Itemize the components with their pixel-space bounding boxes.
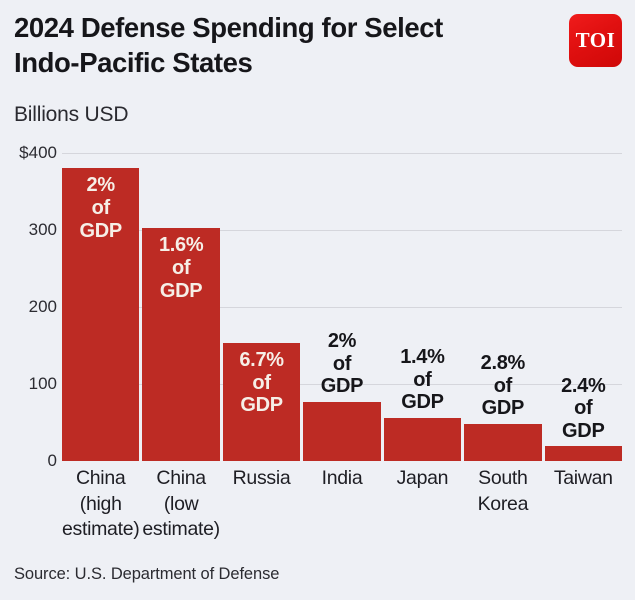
x-axis-category-label: India	[321, 467, 363, 489]
y-tick-label-0: 0	[47, 451, 57, 470]
page-title: 2024 Defense Spending for Select Indo-Pa…	[14, 12, 443, 78]
y-tick-label-300: 300	[28, 220, 57, 239]
bar[interactable]	[303, 401, 381, 461]
bar-series: 2% of GDP 1.6% of GDP 6.7% of GDP 2% of GDP…	[0, 140, 635, 470]
x-axis-category-label: Taiwan	[553, 467, 613, 489]
toi-logo-text: TOI	[575, 28, 616, 52]
x-axis-category-label: South Korea	[477, 467, 529, 515]
source-note: Source: U.S. Department of Defense	[14, 565, 280, 583]
bar-value-label: 2% of GDP	[320, 329, 364, 398]
x-axis-category-label: Japan	[396, 467, 449, 489]
chart-plot-area: 0 100 200 300 $400 2% of GDP 1.6% of GDP 6.7% …	[0, 140, 635, 470]
chart-header: 2024 Defense Spending for Select Indo-Pa…	[0, 0, 635, 96]
bar[interactable]	[383, 417, 462, 461]
bar[interactable]	[62, 168, 140, 461]
bar-group[interactable]: 2.8% of GDP	[464, 140, 542, 461]
gridline-400	[62, 153, 622, 154]
bar[interactable]	[142, 228, 220, 461]
bar-group[interactable]: 2.4% of GDP	[544, 140, 622, 461]
y-tick-label-100: 100	[28, 374, 57, 393]
bar-group[interactable]: 1.4% of GDP	[383, 140, 462, 461]
bar[interactable]	[222, 343, 301, 461]
bar-group[interactable]: 6.7% of GDP	[222, 140, 301, 461]
bar-group[interactable]: 1.6% of GDP	[142, 140, 220, 461]
bar-value-label: 2.8% of GDP	[480, 352, 526, 420]
toi-logo: TOI	[569, 14, 622, 67]
bar-group[interactable]: 2% of GDP	[303, 140, 381, 461]
bar[interactable]	[464, 424, 542, 461]
x-axis-category-label: China (high estimate)	[61, 467, 140, 541]
bar[interactable]	[544, 446, 622, 461]
x-axis-category-label: Russia	[232, 467, 291, 489]
gridline-300	[62, 230, 622, 231]
bar-value-label: 2.4% of GDP	[561, 374, 606, 442]
gridline-200	[62, 307, 622, 308]
bar-group[interactable]: 2% of GDP	[62, 140, 140, 461]
bar-value-label: 1.4% of GDP	[400, 346, 445, 414]
x-axis-category-label: China (low estimate)	[142, 467, 220, 541]
x-axis-labels: China (high estimate) China (low estimate…	[0, 466, 635, 551]
gridline-100	[62, 384, 622, 385]
y-axis-unit-label: Billions USD	[14, 103, 129, 126]
y-tick-label-200: 200	[28, 297, 57, 316]
y-tick-label-400: $400	[19, 143, 57, 162]
